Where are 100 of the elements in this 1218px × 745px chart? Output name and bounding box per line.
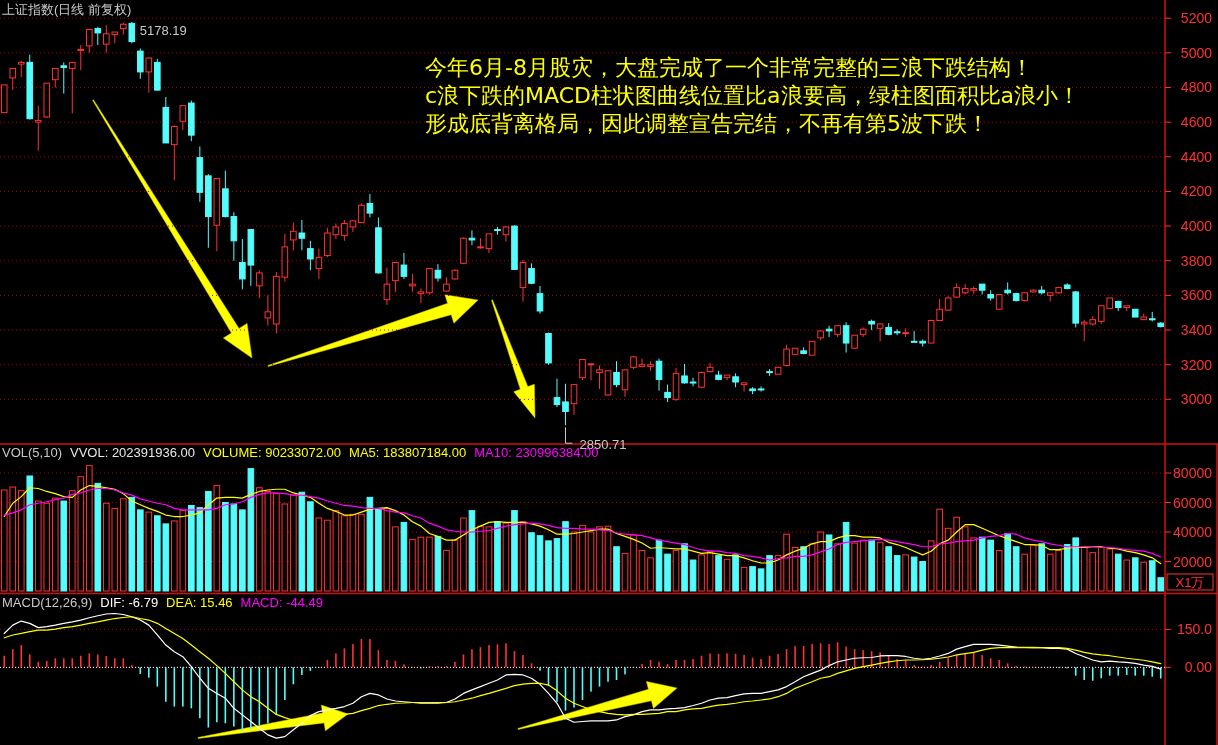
bar <box>876 541 884 592</box>
y-tick-label: 5000 <box>1180 44 1213 61</box>
candlestick <box>655 358 663 392</box>
candlestick <box>94 26 102 46</box>
bar <box>545 540 552 592</box>
bar <box>137 509 144 592</box>
bar <box>596 526 603 592</box>
y-tick-label: 3800 <box>1180 252 1213 269</box>
y-tick-label: 3200 <box>1180 356 1213 373</box>
bar <box>494 521 501 592</box>
candlestick <box>842 321 850 354</box>
bar <box>638 549 646 592</box>
y-tick-label: 3400 <box>1180 322 1213 339</box>
bar <box>868 539 875 592</box>
candlestick <box>145 56 153 94</box>
candlestick <box>383 267 391 306</box>
y-tick-label: 4800 <box>1180 79 1213 96</box>
candlestick <box>264 294 272 327</box>
bar <box>426 536 433 592</box>
bar <box>536 535 544 592</box>
annotation: 今年6月-8月股灾，大盘完成了一个非常完整的三浪下跌结构！ <box>425 55 1033 80</box>
bar <box>511 510 518 592</box>
candlestick <box>128 21 136 44</box>
bar <box>213 485 221 592</box>
candlestick <box>400 252 408 280</box>
candlestick <box>256 269 263 299</box>
y-tick-label: 3600 <box>1180 287 1213 304</box>
text: MA5: 183807184.00 <box>349 445 467 460</box>
bar <box>477 525 484 592</box>
bar <box>205 490 212 592</box>
bar <box>893 555 901 592</box>
bar <box>94 482 102 592</box>
annotation: 形成底背离格局，因此调整宣告完结，不再有第5波下跌！ <box>425 111 989 136</box>
annotation: c浪下跌的MACD柱状图曲线位置比a浪要高，绿柱图面积比a浪小！ <box>425 83 1081 108</box>
y-tick-label: 3000 <box>1180 391 1213 408</box>
bar <box>902 554 909 592</box>
bar <box>307 501 314 592</box>
candlestick <box>613 360 620 388</box>
bar <box>1114 553 1122 592</box>
bar <box>579 524 586 592</box>
bar <box>392 526 399 592</box>
series-label: DEA: 15.46 <box>166 595 233 610</box>
bar <box>664 553 671 592</box>
text: X1万 <box>1175 575 1205 590</box>
candlestick <box>587 362 595 381</box>
bar <box>375 508 382 592</box>
bar <box>1140 561 1148 592</box>
candlestick <box>366 193 374 218</box>
bar <box>1131 557 1139 592</box>
bar <box>630 534 637 592</box>
y-tick-label: 0.00 <box>1184 659 1213 676</box>
chart-title: MACD(12,26,9) <box>2 595 93 610</box>
candlestick <box>179 105 187 131</box>
candlestick <box>621 368 629 398</box>
bar <box>26 475 34 592</box>
candlestick <box>409 273 416 293</box>
bar <box>800 546 807 592</box>
bar <box>732 554 739 592</box>
bar <box>672 549 680 592</box>
candlestick <box>570 384 578 416</box>
candlestick <box>60 61 68 95</box>
y-tick-label: 4600 <box>1180 114 1213 131</box>
bar <box>1029 544 1037 592</box>
bar <box>528 532 535 592</box>
bar <box>120 498 127 592</box>
candlestick <box>562 383 569 426</box>
bar <box>290 494 297 592</box>
bar <box>715 555 722 592</box>
bar <box>1012 546 1020 592</box>
y-tick-label: 40000 <box>1173 524 1213 541</box>
annotation: VOLUME: 90233072.00 <box>203 445 342 460</box>
candlestick <box>417 287 425 304</box>
bar <box>128 496 136 592</box>
candlestick <box>85 28 93 54</box>
bar <box>1123 559 1131 592</box>
bar <box>1038 543 1045 592</box>
candlestick <box>681 363 688 385</box>
candlestick <box>468 229 476 246</box>
chart-title: 上证指数(日线 前复权) <box>2 2 132 17</box>
y-tick-label: 4400 <box>1180 148 1213 165</box>
bar <box>298 491 306 592</box>
candlestick <box>307 240 314 271</box>
candlestick <box>34 105 42 152</box>
bar <box>358 513 365 592</box>
bar <box>749 566 756 592</box>
y-tick-label: 20000 <box>1173 553 1213 570</box>
y-tick-label: 80000 <box>1173 465 1213 482</box>
line-series <box>3 616 1162 723</box>
bar <box>485 526 493 592</box>
bar <box>885 546 892 592</box>
bar <box>791 547 799 592</box>
candlestick <box>358 203 365 224</box>
bar <box>834 543 841 592</box>
line-series <box>3 612 1162 739</box>
bar <box>400 521 408 592</box>
candlestick <box>51 67 59 88</box>
bar <box>587 531 595 592</box>
bar <box>613 546 620 592</box>
bar <box>434 535 442 592</box>
y-tick-label: 60000 <box>1173 494 1213 511</box>
